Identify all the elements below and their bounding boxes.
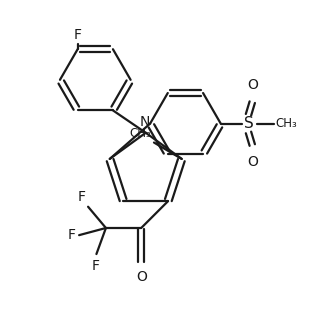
Text: F: F xyxy=(74,28,82,42)
Text: O: O xyxy=(136,270,147,283)
Text: O: O xyxy=(247,78,258,92)
Text: CH₃: CH₃ xyxy=(130,127,151,140)
Text: O: O xyxy=(247,155,258,169)
Text: S: S xyxy=(244,116,253,131)
Text: F: F xyxy=(78,190,86,204)
Text: N: N xyxy=(139,115,150,129)
Text: CH₃: CH₃ xyxy=(275,117,297,130)
Text: F: F xyxy=(91,259,99,273)
Text: F: F xyxy=(67,228,75,242)
